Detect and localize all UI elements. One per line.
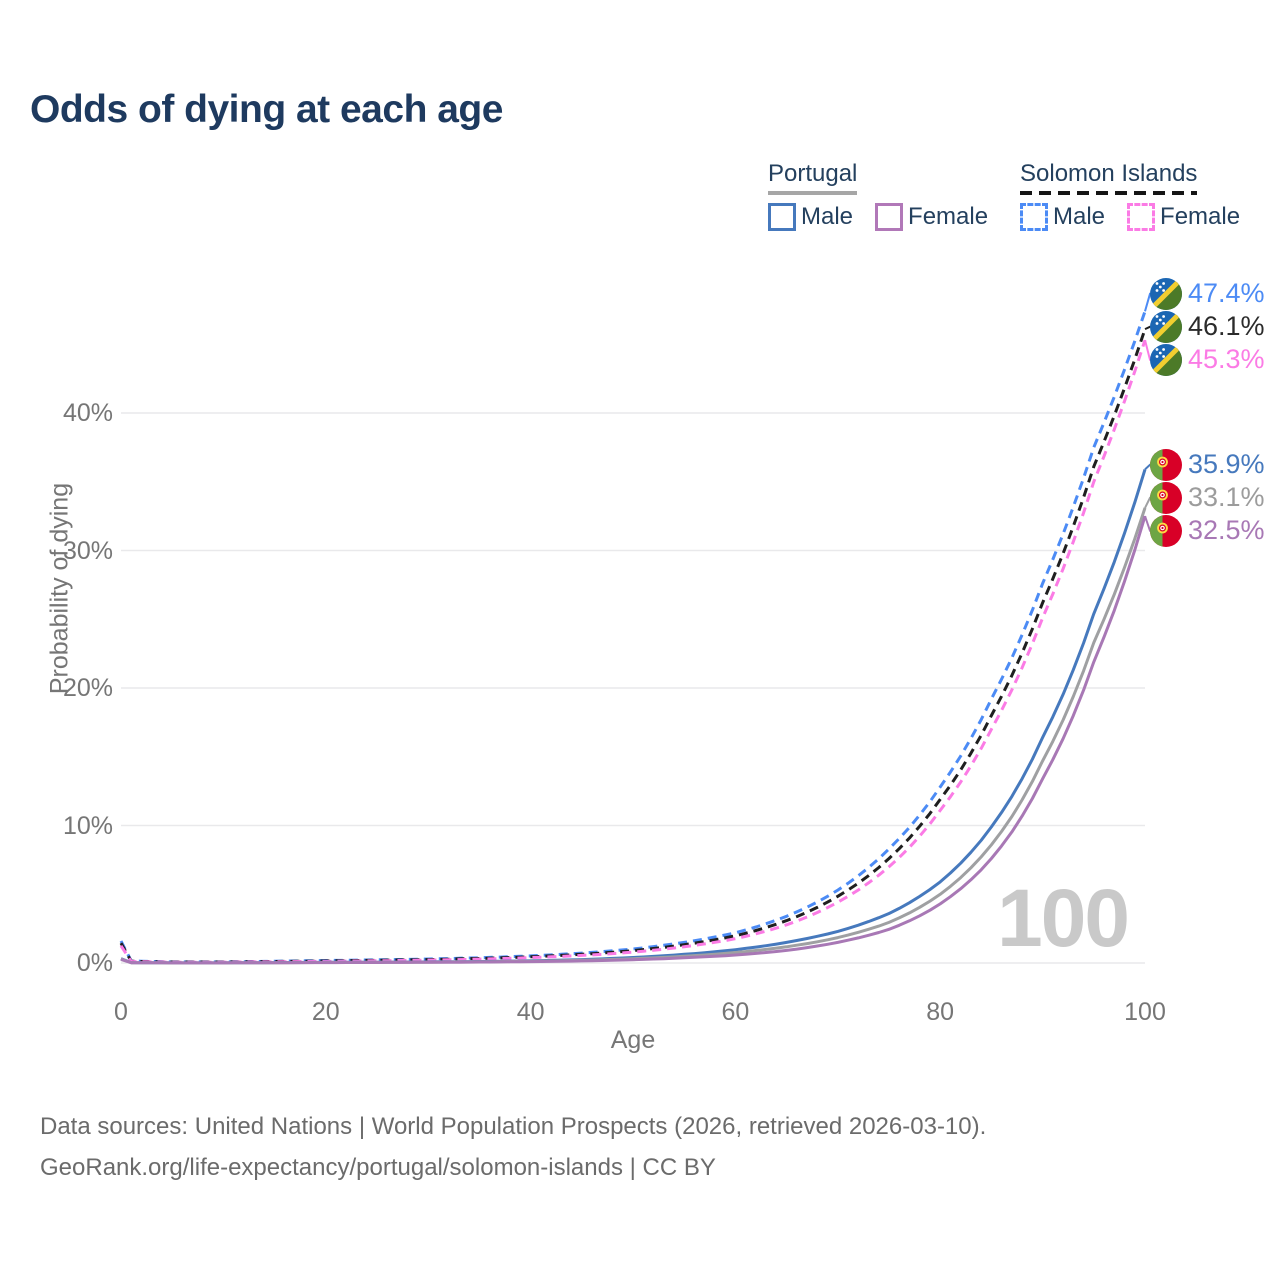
- legend-portugal-line-swatch: [768, 191, 858, 195]
- end-label-value: 46.1%: [1188, 311, 1265, 342]
- legend-country-portugal-label: Portugal: [768, 160, 858, 187]
- series-line-solomon-islands-both[interactable]: [119, 328, 1147, 964]
- y-tick-label-0: 0%: [76, 949, 113, 977]
- end-label-value: 45.3%: [1188, 344, 1265, 375]
- legend-group-solomon-islands: Solomon Islands Male Female: [1020, 160, 1240, 231]
- end-label-value: 47.4%: [1188, 278, 1265, 309]
- chart-title: Odds of dying at each age: [30, 88, 503, 131]
- x-tick-label-0: 0: [114, 998, 128, 1026]
- end-label-value: 33.1%: [1188, 482, 1265, 513]
- legend-country-portugal[interactable]: Portugal: [768, 160, 858, 195]
- legend-swatch-icon: [1127, 203, 1156, 231]
- legend-item-label: Male: [1053, 203, 1106, 230]
- legend-item-label: Female: [1160, 203, 1241, 230]
- y-tick-label-30: 30%: [62, 536, 113, 565]
- x-axis-title: Age: [610, 1026, 656, 1054]
- age-watermark: 100: [997, 873, 1130, 964]
- legend-item-label: Female: [908, 203, 989, 230]
- portugal-flag-icon: [1150, 514, 1182, 547]
- legend-swatch-icon: [768, 203, 796, 231]
- legend-group-portugal: Portugal Male Female: [768, 160, 988, 231]
- legend-swatch-icon: [1020, 203, 1048, 231]
- footer-line-georank-url[interactable]: GeoRank.org/life-expectancy/portugal/sol…: [40, 1154, 716, 1181]
- x-tick-label-100: 100: [1124, 998, 1166, 1026]
- end-label-solomon-islands-male[interactable]: 47.4%: [1150, 277, 1265, 310]
- x-tick-label-20: 20: [311, 998, 340, 1026]
- legend-item-solomon-islands-male[interactable]: Male: [1020, 203, 1105, 231]
- solomon-islands-flag-icon: [1150, 277, 1182, 310]
- portugal-flag-icon: [1150, 448, 1182, 481]
- legend-item-label: Male: [801, 203, 854, 230]
- end-label-value: 35.9%: [1188, 449, 1265, 480]
- legend-item-portugal-male[interactable]: Male: [768, 203, 853, 231]
- y-tick-label-40: 40%: [62, 399, 113, 427]
- end-label-portugal-male[interactable]: 35.9%: [1150, 448, 1265, 481]
- end-label-solomon-islands-both[interactable]: 46.1%: [1150, 310, 1265, 343]
- footer-sources: Data sources: United Nations | World Pop…: [40, 1106, 986, 1188]
- end-label-value: 32.5%: [1188, 515, 1265, 546]
- end-label-solomon-islands-female[interactable]: 45.3%: [1150, 343, 1265, 376]
- legend-country-solomon-islands-label: Solomon Islands: [1020, 160, 1198, 187]
- series-line-solomon-islands-male[interactable]: [119, 310, 1147, 964]
- legend-item-portugal-female[interactable]: Female: [875, 203, 988, 231]
- x-tick-label-40: 40: [516, 998, 545, 1026]
- portugal-flag-icon: [1150, 481, 1182, 514]
- y-tick-label-20: 20%: [62, 674, 113, 702]
- x-tick-label-60: 60: [721, 998, 750, 1026]
- y-tick-label-10: 10%: [62, 811, 113, 840]
- solomon-islands-flag-icon: [1150, 310, 1182, 343]
- legend-country-solomon-islands[interactable]: Solomon Islands: [1020, 160, 1198, 195]
- solomon-islands-flag-icon: [1150, 343, 1182, 376]
- legend-items-portugal: Male Female: [768, 203, 988, 231]
- legend-swatch-icon: [875, 203, 904, 231]
- footer-line-data-sources: Data sources: United Nations | World Pop…: [40, 1113, 987, 1140]
- legend-solomon-islands-line-swatch: [1020, 191, 1198, 195]
- y-axis-title: Probability of dying: [45, 482, 74, 695]
- end-label-portugal-both[interactable]: 33.1%: [1150, 481, 1265, 514]
- x-tick-label-80: 80: [926, 998, 955, 1026]
- legend-items-solomon-islands: Male Female: [1020, 203, 1240, 231]
- series-line-solomon-islands-female[interactable]: [119, 339, 1147, 964]
- end-label-portugal-female[interactable]: 32.5%: [1150, 514, 1265, 547]
- legend-item-solomon-islands-female[interactable]: Female: [1127, 203, 1240, 231]
